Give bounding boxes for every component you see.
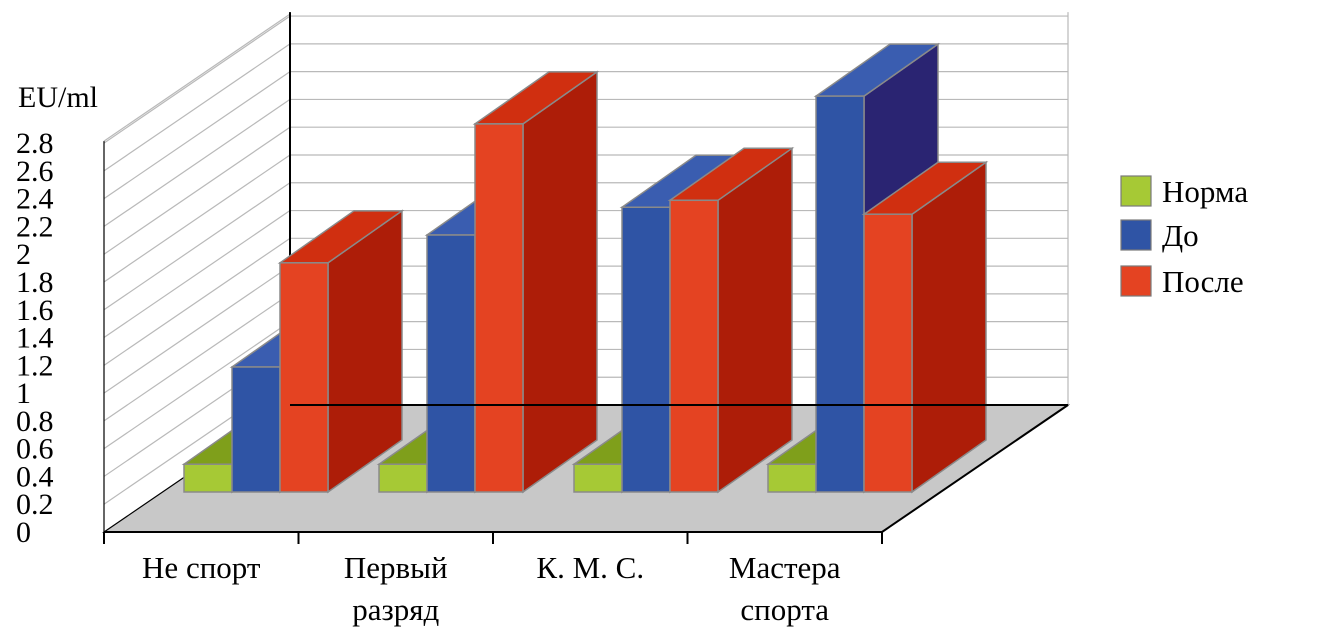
bar-side-face: [717, 146, 793, 494]
y-tick-label: 1: [16, 377, 31, 410]
bar-После-1: [277, 209, 405, 494]
side-gridline: [103, 154, 291, 283]
y-tick-label: 1.8: [16, 266, 54, 299]
y-tick-label: 0.4: [16, 460, 54, 493]
x-category-label: Первый: [344, 550, 448, 585]
bar-group-2: [376, 70, 600, 494]
bar-front-face: [815, 95, 865, 493]
bar-После-4: [861, 160, 989, 494]
y-tick-label: 2: [16, 238, 31, 271]
legend-label: До: [1162, 218, 1199, 253]
bar-side-face: [522, 70, 598, 494]
bar-front-face: [231, 366, 281, 493]
y-tick-label: 0.8: [16, 405, 54, 438]
y-tick-label: 0.2: [16, 488, 54, 521]
bar-front-face: [279, 262, 329, 493]
bar-group-3: [571, 146, 795, 494]
bar-group-1: [181, 209, 405, 494]
legend-swatch-Норма: [1120, 175, 1152, 207]
side-gridline: [103, 126, 291, 255]
bar-front-face: [767, 463, 817, 493]
side-gridline: [103, 265, 291, 394]
bar-front-face: [573, 463, 623, 493]
x-category-label: Не спорт: [142, 550, 261, 585]
y-tick-label: 1.6: [16, 294, 54, 327]
bar-front-face: [378, 463, 428, 493]
x-category-label: Мастера: [729, 550, 841, 585]
bar-front-face: [474, 123, 524, 493]
side-gridline: [103, 98, 291, 227]
y-tick-label: 2.8: [16, 127, 54, 160]
bar-front-face: [183, 463, 233, 493]
legend-label: Норма: [1162, 174, 1248, 209]
y-tick-label: 2.4: [16, 183, 54, 216]
x-category-label: спорта: [740, 592, 829, 627]
y-axis-label: EU/ml: [18, 81, 98, 114]
bar-front-face: [863, 213, 913, 493]
bar-side-face: [911, 160, 987, 494]
side-gridline: [103, 43, 291, 172]
y-tick-label: 0: [16, 516, 31, 549]
bar-После-2: [472, 70, 600, 494]
floor-right-edge: [881, 404, 1069, 533]
side-gridline: [103, 71, 291, 200]
legend-label: После: [1162, 264, 1244, 299]
legend-swatch-После: [1120, 265, 1152, 297]
side-gridline: [103, 321, 291, 450]
side-gridline: [103, 15, 291, 144]
side-gridline: [103, 293, 291, 422]
side-gridline: [103, 210, 291, 339]
legend: Норма До После: [1120, 174, 1248, 299]
x-category-label: разряд: [352, 592, 439, 627]
bar-front-face: [669, 199, 719, 493]
y-tick-label: 2.2: [16, 210, 54, 243]
x-category-label: К. М. С.: [536, 550, 644, 585]
bar-front-face: [621, 206, 671, 493]
side-gridline: [103, 182, 291, 311]
bar-После-3: [667, 146, 795, 494]
y-tick-label: 0.6: [16, 433, 54, 466]
side-gridline: [103, 237, 291, 366]
y-tick-label: 2.6: [16, 155, 54, 188]
y-tick-label: 1.2: [16, 349, 54, 382]
chart-axes: 00.20.40.60.811.21.41.61.822.22.42.62.8 Н…: [16, 127, 1069, 627]
bar-group-4: [765, 42, 989, 494]
legend-swatch-До: [1120, 219, 1152, 251]
chart-bars: [181, 42, 989, 494]
bar-front-face: [426, 234, 476, 493]
side-gridline-top: [103, 13, 291, 142]
y-tick-label: 1.4: [16, 322, 54, 355]
